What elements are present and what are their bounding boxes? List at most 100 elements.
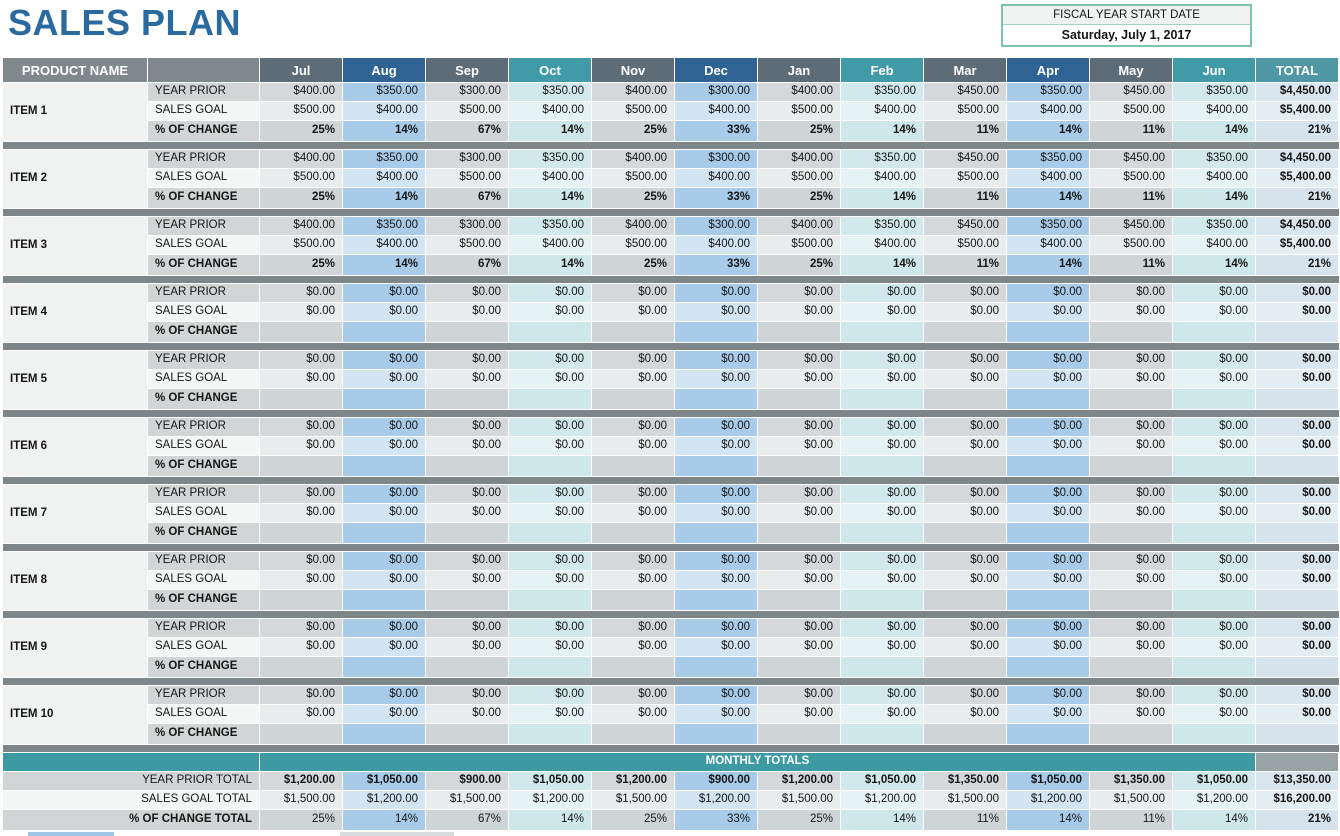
value-cell[interactable]: $400.00	[508, 101, 592, 121]
value-cell[interactable]: $0.00	[259, 484, 343, 504]
pct-cell[interactable]	[674, 589, 758, 611]
pct-cell[interactable]: 25%	[757, 120, 841, 142]
value-cell[interactable]: $350.00	[1006, 216, 1090, 236]
value-cell[interactable]: $0.00	[259, 417, 343, 437]
pct-cell[interactable]	[840, 522, 924, 544]
value-cell[interactable]: $0.00	[591, 369, 675, 389]
pct-cell[interactable]	[840, 656, 924, 678]
value-cell[interactable]: $0.00	[508, 637, 592, 657]
value-cell[interactable]: $400.00	[1172, 101, 1256, 121]
value-cell[interactable]: $0.00	[1172, 704, 1256, 724]
pct-cell[interactable]	[508, 522, 592, 544]
total-row-value-cell[interactable]: $1,050.00	[1172, 771, 1256, 791]
value-cell[interactable]: $300.00	[425, 82, 509, 102]
value-cell[interactable]: $0.00	[1089, 369, 1173, 389]
pct-cell[interactable]: 11%	[923, 254, 1007, 276]
value-cell[interactable]: $0.00	[757, 436, 841, 456]
pct-cell[interactable]	[508, 723, 592, 745]
total-value-cell[interactable]: $5,400.00	[1255, 168, 1339, 188]
value-cell[interactable]: $350.00	[342, 216, 426, 236]
pct-cell[interactable]: 14%	[508, 187, 592, 209]
value-cell[interactable]: $0.00	[342, 484, 426, 504]
total-row-value-cell[interactable]: $1,500.00	[1089, 790, 1173, 810]
value-cell[interactable]: $350.00	[840, 216, 924, 236]
pct-cell[interactable]	[757, 455, 841, 477]
pct-cell[interactable]	[757, 522, 841, 544]
value-cell[interactable]: $0.00	[840, 637, 924, 657]
value-cell[interactable]: $0.00	[342, 551, 426, 571]
total-row-value-cell[interactable]: 25%	[259, 809, 343, 831]
value-cell[interactable]: $0.00	[259, 704, 343, 724]
value-cell[interactable]: $0.00	[757, 302, 841, 322]
pct-cell[interactable]: 33%	[674, 120, 758, 142]
pct-cell[interactable]	[259, 723, 343, 745]
pct-cell[interactable]	[674, 656, 758, 678]
value-cell[interactable]: $0.00	[1089, 484, 1173, 504]
value-cell[interactable]: $0.00	[1006, 551, 1090, 571]
value-cell[interactable]: $400.00	[757, 82, 841, 102]
total-row-value-cell[interactable]: $1,200.00	[840, 790, 924, 810]
value-cell[interactable]: $0.00	[259, 685, 343, 705]
pct-cell[interactable]: 14%	[342, 254, 426, 276]
value-cell[interactable]: $300.00	[674, 82, 758, 102]
value-cell[interactable]: $0.00	[1089, 503, 1173, 523]
value-cell[interactable]: $0.00	[591, 417, 675, 437]
pct-cell[interactable]	[1006, 321, 1090, 343]
pct-cell[interactable]	[508, 321, 592, 343]
value-cell[interactable]: $0.00	[508, 369, 592, 389]
value-cell[interactable]: $0.00	[674, 436, 758, 456]
value-cell[interactable]: $0.00	[923, 551, 1007, 571]
item-name-cell[interactable]: ITEM 10	[2, 685, 148, 745]
total-row-value-cell[interactable]: $1,500.00	[923, 790, 1007, 810]
value-cell[interactable]: $400.00	[674, 168, 758, 188]
total-row-value-cell[interactable]: 14%	[508, 809, 592, 831]
pct-cell[interactable]: 67%	[425, 254, 509, 276]
pct-cell[interactable]	[259, 656, 343, 678]
value-cell[interactable]: $0.00	[342, 704, 426, 724]
pct-cell[interactable]: 14%	[1172, 120, 1256, 142]
pct-cell[interactable]	[1089, 589, 1173, 611]
total-row-value-cell[interactable]: $1,350.00	[923, 771, 1007, 791]
value-cell[interactable]: $0.00	[1006, 350, 1090, 370]
total-value-cell[interactable]: $0.00	[1255, 503, 1339, 523]
value-cell[interactable]: $0.00	[1172, 350, 1256, 370]
total-row-value-cell[interactable]: 14%	[342, 809, 426, 831]
total-value-cell[interactable]: $0.00	[1255, 302, 1339, 322]
total-pct-cell[interactable]	[1255, 589, 1339, 611]
pct-cell[interactable]: 25%	[259, 254, 343, 276]
value-cell[interactable]: $500.00	[425, 168, 509, 188]
value-cell[interactable]: $0.00	[342, 283, 426, 303]
value-cell[interactable]: $500.00	[425, 235, 509, 255]
pct-cell[interactable]	[508, 589, 592, 611]
pct-cell[interactable]	[1172, 522, 1256, 544]
value-cell[interactable]: $0.00	[923, 436, 1007, 456]
total-value-cell[interactable]: $0.00	[1255, 685, 1339, 705]
pct-cell[interactable]	[840, 455, 924, 477]
value-cell[interactable]: $500.00	[757, 235, 841, 255]
value-cell[interactable]: $0.00	[757, 350, 841, 370]
value-cell[interactable]: $0.00	[508, 704, 592, 724]
value-cell[interactable]: $300.00	[674, 216, 758, 236]
pct-cell[interactable]: 67%	[425, 120, 509, 142]
grand-total-cell[interactable]: $13,350.00	[1255, 771, 1339, 791]
value-cell[interactable]: $0.00	[840, 685, 924, 705]
value-cell[interactable]: $0.00	[674, 704, 758, 724]
value-cell[interactable]: $0.00	[591, 551, 675, 571]
pct-cell[interactable]	[757, 321, 841, 343]
pct-cell[interactable]	[1089, 656, 1173, 678]
value-cell[interactable]: $0.00	[674, 570, 758, 590]
value-cell[interactable]: $350.00	[342, 82, 426, 102]
value-cell[interactable]: $0.00	[591, 350, 675, 370]
value-cell[interactable]: $0.00	[1006, 417, 1090, 437]
item-name-cell[interactable]: ITEM 2	[2, 149, 148, 209]
value-cell[interactable]: $0.00	[840, 417, 924, 437]
value-cell[interactable]: $0.00	[1172, 302, 1256, 322]
pct-cell[interactable]	[757, 656, 841, 678]
value-cell[interactable]: $450.00	[923, 82, 1007, 102]
item-name-cell[interactable]: ITEM 4	[2, 283, 148, 343]
pct-cell[interactable]	[1006, 455, 1090, 477]
pct-cell[interactable]	[757, 723, 841, 745]
pct-cell[interactable]: 14%	[840, 187, 924, 209]
value-cell[interactable]: $0.00	[425, 551, 509, 571]
value-cell[interactable]: $0.00	[1006, 503, 1090, 523]
